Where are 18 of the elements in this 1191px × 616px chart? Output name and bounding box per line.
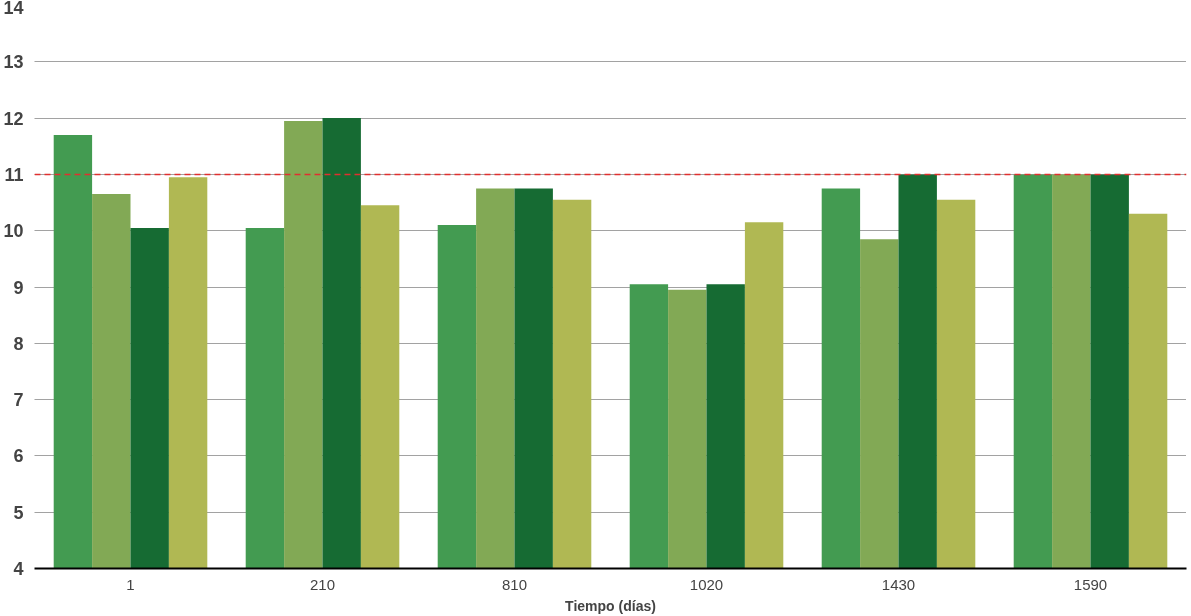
y-tick-label: 4	[13, 559, 24, 579]
x-tick-label: 810	[501, 575, 528, 593]
x-tick-label: 1430	[881, 575, 916, 593]
y-tick-label: 8	[13, 333, 24, 354]
y-tick-label: 6	[13, 446, 24, 467]
y-tick-label: 7	[13, 390, 24, 411]
x-tick-label: 1590	[1073, 575, 1108, 593]
x-tick-label: 1	[126, 575, 135, 593]
y-tick-label: 10	[3, 221, 24, 242]
y-tick-label: 11	[4, 164, 24, 185]
y-tick-label: 9	[13, 277, 24, 298]
y-tick-label: 13	[3, 52, 24, 73]
x-axis-title: Tiempo (días)	[565, 597, 656, 614]
x-tick-label: 1020	[689, 575, 724, 593]
x-tick-label: 210	[309, 575, 336, 593]
y-tick-label: 14	[3, 0, 24, 18]
y-tick-label: 5	[13, 502, 24, 523]
y-tick-label: 12	[3, 108, 24, 129]
